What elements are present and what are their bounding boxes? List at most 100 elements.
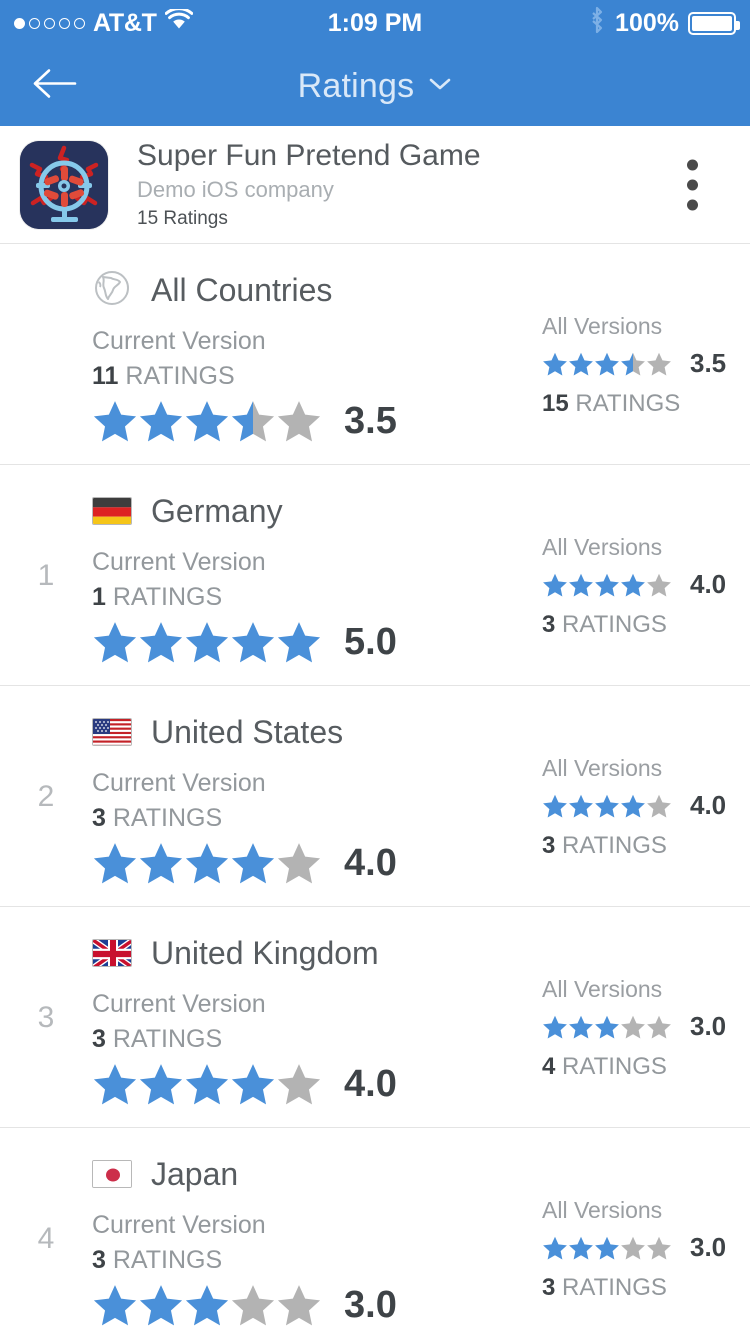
all-versions-score: 3.0 [690,1232,727,1263]
current-version-label: Current Version [92,548,266,576]
country-rating-row[interactable]: 2 United States Current Version 3 RATINGS 4.… [0,685,750,906]
all-versions-ratings-count: 3 RATINGS [542,1274,667,1302]
current-version-stars [92,1282,322,1328]
all-versions-score: 3.5 [690,348,727,379]
current-version-ratings-count: 3 RATINGS [92,1245,223,1274]
chevron-down-icon [428,76,452,97]
current-version-stars-line: 5.0 [92,619,532,665]
current-version-score: 5.0 [344,620,397,663]
current-version-block: Germany Current Version 1 RATINGS 5.0 [92,487,542,665]
all-versions-block: All Versions 3.0 3 RATINGS [542,1150,750,1328]
all-versions-stars [542,572,672,598]
current-version-stars [92,840,322,886]
wifi-icon [164,6,193,38]
all-versions-stars-line: 3.0 [542,1232,750,1263]
status-bar-right: 100% [588,6,740,41]
all-versions-stars-line: 3.5 [542,348,750,379]
country-line: Japan [92,1150,532,1198]
signal-strength-icon [14,17,85,29]
current-version-score: 4.0 [344,841,397,884]
ratings-dropdown[interactable]: Ratings [0,67,750,106]
current-version-score: 4.0 [344,1062,397,1105]
current-version-label: Current Version [92,327,266,355]
country-line: United States [92,708,532,756]
all-versions-block: All Versions 4.0 3 RATINGS [542,708,750,886]
current-version-label: Current Version [92,990,266,1018]
all-versions-label: All Versions [542,1197,663,1224]
current-version-score: 3.0 [344,1283,397,1326]
current-version-label: Current Version [92,769,266,797]
rank-number: 4 [37,1222,55,1255]
country-rating-row[interactable]: All Countries Current Version 11 RATINGS 3.… [0,243,750,464]
country-rating-row[interactable]: 1 Germany Current Version 1 RATINGS 5.0 All V… [0,464,750,685]
current-version-stars-line: 4.0 [92,1061,532,1107]
app-icon [20,140,108,229]
country-line: United Kingdom [92,929,532,977]
all-versions-ratings-count: 4 RATINGS [542,1053,667,1081]
country-name: United States [151,713,344,750]
all-versions-label: All Versions [542,313,663,340]
status-bar-left: AT&T [14,6,193,38]
app-header[interactable]: Super Fun Pretend Game Demo iOS company … [0,126,750,243]
current-version-block: United States Current Version 3 RATINGS 4.0 [92,708,542,886]
all-versions-block: All Versions 3.0 4 RATINGS [542,929,750,1107]
current-version-ratings-count: 3 RATINGS [92,803,223,832]
country-name: All Countries [151,271,333,308]
current-version-ratings-count: 11 RATINGS [92,361,235,390]
current-version-block: United Kingdom Current Version 3 RATINGS 4.… [92,929,542,1107]
kebab-menu-icon[interactable] [681,153,704,216]
rank-number [0,266,92,444]
all-versions-stars [542,1014,672,1040]
all-versions-score: 4.0 [690,569,727,600]
all-versions-stars [542,793,672,819]
country-line: Germany [92,487,532,535]
current-version-ratings-count: 3 RATINGS [92,1024,223,1053]
current-version-stars-line: 4.0 [92,840,532,886]
country-line: All Countries [92,266,532,314]
bluetooth-icon [588,6,606,41]
current-version-score: 3.5 [344,399,397,442]
carrier-label: AT&T [93,8,157,37]
all-versions-ratings-count: 3 RATINGS [542,832,667,860]
all-versions-stars [542,351,672,377]
all-versions-block: All Versions 3.5 15 RATINGS [542,266,750,444]
nav-bar: Ratings [0,46,750,126]
flag-japan [92,1160,132,1188]
current-version-ratings-count: 1 RATINGS [92,582,223,611]
status-bar: AT&T 1:09 PM 100% [0,0,750,46]
battery-full-icon [688,11,740,35]
current-version-stars [92,619,322,665]
country-rating-row[interactable]: 4 Japan Current Version 3 RATINGS 3.0 All Ver… [0,1127,750,1334]
app-title: Super Fun Pretend Game [137,138,481,172]
current-version-block: All Countries Current Version 11 RATINGS 3.… [92,266,542,444]
current-version-label: Current Version [92,1211,266,1239]
all-versions-stars [542,1235,672,1261]
back-button[interactable] [30,66,78,107]
current-version-stars-line: 3.0 [92,1282,532,1328]
flag-united-kingdom [92,939,132,967]
rank-number: 3 [37,1001,55,1034]
all-versions-score: 3.0 [690,1011,727,1042]
country-rating-row[interactable]: 3 United Kingdom Current Version 3 RATINGS 4… [0,906,750,1127]
all-versions-stars-line: 3.0 [542,1011,750,1042]
current-version-block: Japan Current Version 3 RATINGS 3.0 [92,1150,542,1328]
country-name: Germany [151,492,283,529]
all-versions-ratings-count: 3 RATINGS [542,611,667,639]
flag-germany [92,497,132,525]
battery-percent-label: 100% [615,8,679,37]
country-ratings-list: All Countries Current Version 11 RATINGS 3.… [0,243,750,1334]
app-developer: Demo iOS company [137,176,334,202]
app-meta: Super Fun Pretend Game Demo iOS company … [137,139,481,230]
current-version-stars-line: 3.5 [92,398,532,444]
all-versions-stars-line: 4.0 [542,790,750,821]
all-versions-stars-line: 4.0 [542,569,750,600]
all-versions-ratings-count: 15 RATINGS [542,390,681,418]
all-versions-label: All Versions [542,976,663,1003]
current-version-stars [92,1061,322,1107]
rank-number: 2 [37,780,55,813]
all-versions-label: All Versions [542,534,663,561]
app-ratings-total: 15 Ratings [137,208,228,230]
all-versions-block: All Versions 4.0 3 RATINGS [542,487,750,665]
globe-icon [92,268,132,313]
